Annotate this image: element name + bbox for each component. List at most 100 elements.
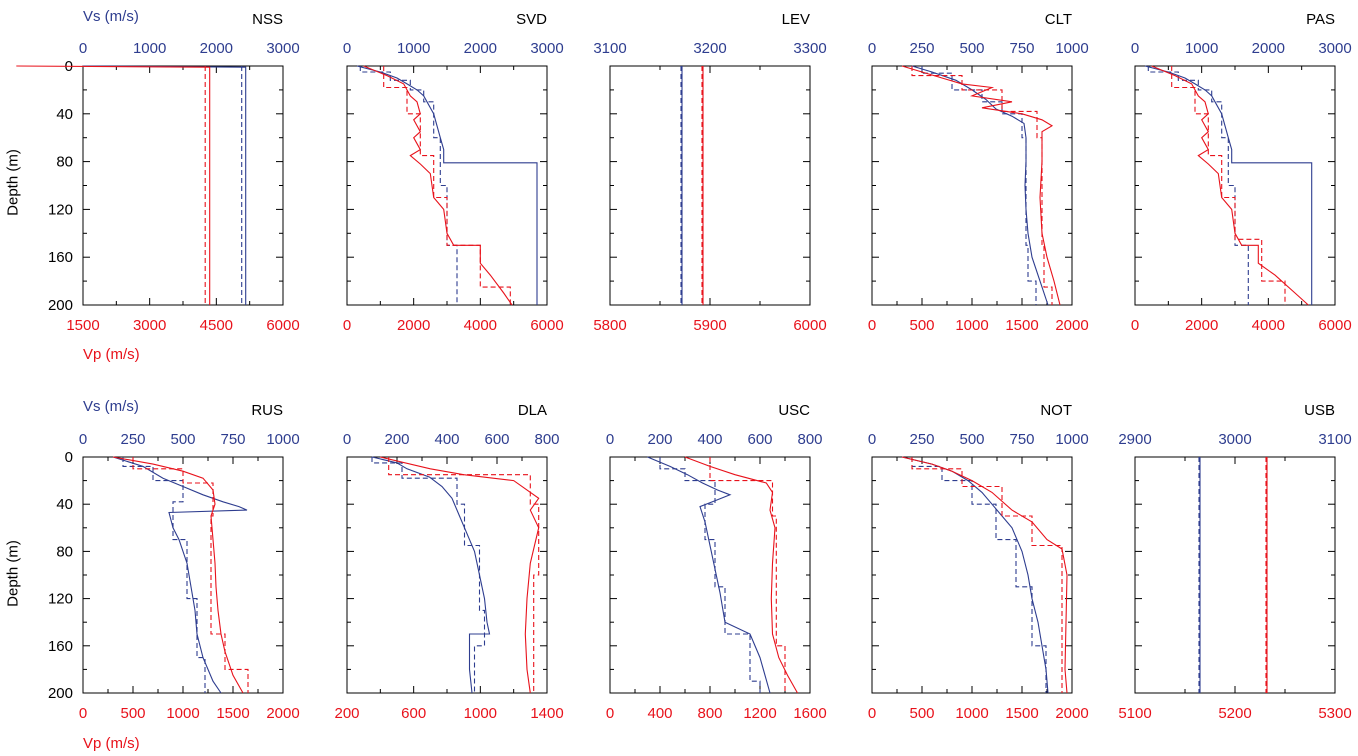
panel-not: NOT 0 250 500 750 1000 0 500 1000 1500 2000	[868, 402, 1089, 722]
vp-tick-label: 6000	[1318, 317, 1351, 334]
vs-dashed-profile	[911, 457, 1047, 693]
vs-tick-label: 3000	[1318, 40, 1351, 57]
depth-tick-label: 0	[65, 449, 73, 466]
vp-tick-label: 1500	[216, 705, 249, 722]
panel-svd: SVD 0 1000 2000 3000 0 2000 4000 6000	[343, 11, 564, 334]
panel-title: NSS	[252, 11, 283, 28]
vs-tick-label: 250	[909, 40, 934, 57]
panel-dla: DLA 0 200 400 600 800 200 600 1000 1400	[334, 402, 563, 722]
panel-title: CLT	[1045, 11, 1072, 28]
panel-lev: LEV 3100 3200 3300 5800 5900 6000	[593, 11, 826, 334]
vs-solid-profile	[82, 65, 247, 305]
vs-dashed-profile	[1147, 66, 1249, 305]
depth-tick-label: 200	[48, 685, 73, 702]
vp-dashed-profile	[383, 66, 511, 305]
vp-tick-label: 1000	[166, 705, 199, 722]
vs-tick-label: 800	[797, 431, 822, 448]
vs-tick-label: 3000	[530, 40, 563, 57]
vp-solid-profile	[363, 65, 513, 306]
vs-tick-label: 3200	[693, 40, 726, 57]
vs-tick-label: 500	[170, 431, 195, 448]
vp-tick-label: 2000	[1055, 317, 1088, 334]
vp-tick-label: 0	[606, 705, 614, 722]
vp-tick-label: 400	[647, 705, 672, 722]
vp-tick-label: 600	[401, 705, 426, 722]
panel-title: DLA	[518, 402, 547, 419]
vs-tick-label: 3100	[1318, 431, 1351, 448]
vp-tick-label: 2000	[266, 705, 299, 722]
depth-tick-label: 160	[48, 249, 73, 266]
plot-frame	[609, 65, 811, 306]
vp-tick-label: 200	[334, 705, 359, 722]
vs-solid-profile	[371, 456, 491, 694]
depth-tick-label: 120	[48, 201, 73, 218]
vs-tick-label: 1000	[1055, 431, 1088, 448]
vs-tick-label: 1000	[1055, 40, 1088, 57]
vs-tick-label: 500	[959, 40, 984, 57]
vp-tick-label: 2000	[397, 317, 430, 334]
vp-tick-label: 1000	[955, 705, 988, 722]
vs-tick-label: 2900	[1118, 431, 1151, 448]
vp-dashed-profile	[709, 457, 786, 693]
vp-tick-label: 2000	[1185, 317, 1218, 334]
vp-tick-label: 5900	[693, 317, 726, 334]
vp-solid-profile	[1151, 65, 1309, 306]
panel-title: USB	[1304, 402, 1335, 419]
vp-tick-label: 1500	[66, 317, 99, 334]
vs-tick-label: 3100	[593, 40, 626, 57]
vs-tick-label: 1000	[133, 40, 166, 57]
vp-solid-profile	[901, 456, 1068, 694]
vs-tick-label: 0	[79, 431, 87, 448]
panel-usc: USC 0 200 400 600 800 0 400 800 1200 1600	[606, 402, 827, 722]
vp-dashed-profile	[911, 66, 1053, 305]
vp-tick-label: 800	[697, 705, 722, 722]
vp-dashed-profile	[1171, 66, 1286, 305]
plot-frame	[1134, 65, 1336, 306]
panel-pas: PAS 0 1000 2000 3000 0 2000 4000 6000	[1131, 11, 1352, 334]
vs-solid-profile	[901, 456, 1049, 694]
vp-dashed-profile	[911, 457, 1063, 693]
vs-tick-label: 400	[697, 431, 722, 448]
vs-dashed-profile	[659, 457, 761, 693]
vp-tick-label: 0	[343, 317, 351, 334]
vp-solid-profile	[16, 65, 211, 305]
vs-tick-label: 200	[647, 431, 672, 448]
vp-tick-label: 1000	[464, 705, 497, 722]
depth-tick-label: 40	[56, 496, 73, 513]
vs-tick-label: 2000	[200, 40, 233, 57]
vs-tick-label: 200	[384, 431, 409, 448]
vs-solid-profile	[647, 456, 771, 694]
vs-axis-title-top: Vs (m/s)	[83, 8, 139, 25]
vs-axis-title-bottom: Vs (m/s)	[83, 398, 139, 415]
vs-tick-label: 0	[343, 431, 351, 448]
vs-dashed-profile	[371, 457, 486, 693]
vp-dashed-profile	[388, 457, 540, 693]
vp-tick-label: 5800	[593, 317, 626, 334]
vs-tick-label: 0	[1131, 40, 1139, 57]
vs-tick-label: 0	[79, 40, 87, 57]
vp-tick-label: 4500	[200, 317, 233, 334]
vs-tick-label: 1000	[397, 40, 430, 57]
plot-frame	[871, 456, 1073, 694]
vs-tick-label: 0	[606, 431, 614, 448]
vp-axis-title-top: Vp (m/s)	[83, 346, 140, 363]
vs-dashed-profile	[921, 66, 1037, 305]
vp-axis-title-bottom: Vp (m/s)	[83, 735, 140, 752]
vp-tick-label: 500	[909, 705, 934, 722]
panel-title: PAS	[1306, 11, 1335, 28]
vs-tick-label: 0	[868, 40, 876, 57]
vs-tick-label: 400	[434, 431, 459, 448]
vs-tick-label: 750	[1009, 431, 1034, 448]
depth-tick-label: 40	[56, 106, 73, 123]
vs-tick-label: 800	[534, 431, 559, 448]
vs-tick-label: 1000	[1185, 40, 1218, 57]
vp-tick-label: 1500	[1005, 317, 1038, 334]
vp-tick-label: 2000	[1055, 705, 1088, 722]
vs-solid-profile	[1144, 65, 1313, 305]
vs-tick-label: 1000	[266, 431, 299, 448]
vp-tick-label: 1600	[793, 705, 826, 722]
vp-tick-label: 4000	[464, 317, 497, 334]
depth-tick-label: 200	[48, 297, 73, 314]
